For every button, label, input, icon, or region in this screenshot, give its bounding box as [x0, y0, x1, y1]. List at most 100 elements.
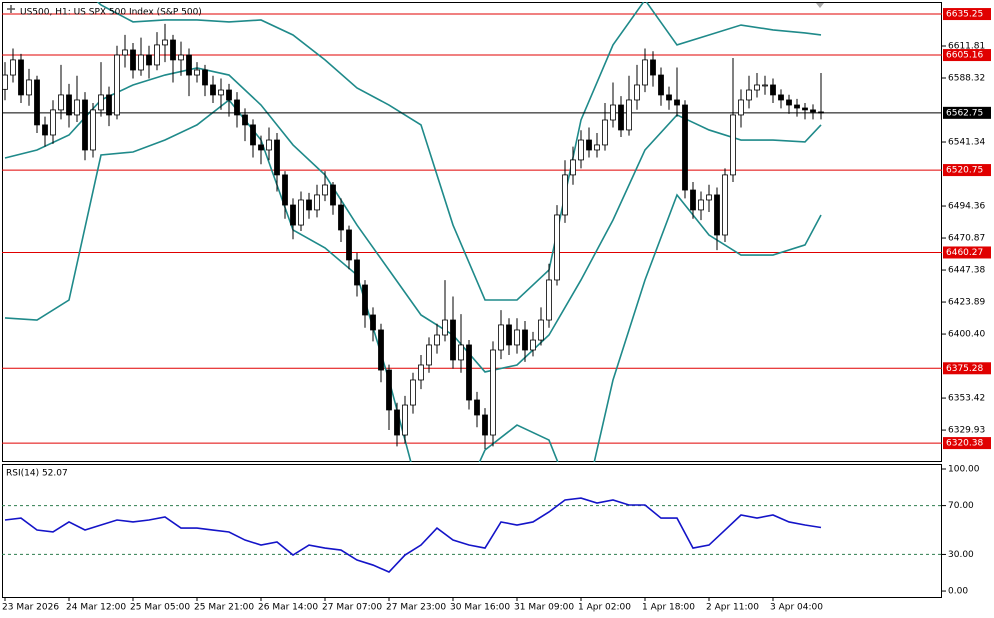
candle-body: [770, 84, 776, 96]
candle-body: [362, 284, 368, 316]
candle-body: [386, 369, 392, 411]
candle-body: [778, 94, 784, 101]
candle-body: [98, 94, 104, 111]
main-panel: [2, 2, 942, 462]
candle-body: [634, 84, 640, 101]
candle-body: [626, 99, 632, 131]
y-tick-label: 6588.32: [948, 74, 985, 84]
x-tick-label: 27 Mar 23:00: [386, 603, 446, 613]
candle-body: [250, 124, 256, 146]
overlay: 6611.81 6588.32 6541.34 6494.36 6470.87 6447.…: [2, 8, 991, 613]
candle-body: [466, 344, 472, 401]
candle-body: [762, 84, 768, 87]
candle-body: [578, 139, 584, 161]
y-tick-label: 6541.34: [948, 138, 985, 148]
x-tick-label: 25 Mar 21:00: [194, 603, 254, 613]
candle-body: [554, 214, 560, 281]
candle-body: [34, 79, 40, 126]
current-price-box: [943, 106, 991, 119]
candle-body: [90, 109, 96, 151]
level-label: 6635.25: [946, 10, 983, 20]
rsi-plot: [2, 497, 942, 573]
candle-body: [66, 94, 72, 116]
candle-body: [186, 54, 192, 76]
candle-body: [490, 349, 496, 436]
bollinger-lower: [4, 98, 822, 462]
candle-body: [506, 324, 512, 346]
candle-body: [698, 199, 704, 211]
candle-body: [178, 54, 184, 61]
candle-body: [2, 74, 8, 90]
candle-body: [754, 84, 760, 91]
x-tick-label: 27 Mar 07:00: [322, 603, 382, 613]
candle-body: [746, 89, 752, 101]
candle-body: [170, 39, 176, 61]
symbol-icon: [7, 5, 15, 13]
rsi-tick-label: 0.00: [948, 587, 968, 597]
candle-body: [58, 94, 64, 111]
candle-body: [378, 329, 384, 371]
candle-body: [154, 44, 160, 66]
y-tick-label: 6611.81: [948, 41, 985, 51]
candle-body: [818, 111, 824, 114]
candle-body: [306, 199, 312, 211]
candle-body: [106, 94, 112, 116]
candle-body: [618, 104, 624, 131]
candle-body: [258, 144, 264, 151]
y-tick-label: 6423.89: [948, 298, 985, 308]
candle-body: [26, 79, 32, 96]
rsi-line: [4, 497, 822, 573]
candle-body: [586, 139, 592, 151]
rsi-panel: [2, 464, 942, 598]
candle-body: [370, 314, 376, 331]
candle-body: [114, 54, 120, 116]
level-label-box: [943, 8, 991, 21]
candle-body: [42, 124, 48, 136]
candle-body: [722, 174, 728, 236]
rsi-tick-label: 30.00: [948, 550, 974, 560]
level-label-box: [943, 246, 991, 259]
rsi-tick-label: 100.00: [948, 465, 980, 475]
candle-body: [354, 259, 360, 286]
candle-body: [130, 49, 136, 71]
candle-body: [794, 104, 800, 109]
rsi-tick-label: 70.00: [948, 501, 974, 511]
candle-body: [442, 319, 448, 336]
candle-body: [730, 114, 736, 176]
candle-body: [810, 109, 816, 113]
candle-body: [402, 404, 408, 436]
candle-body: [82, 99, 88, 151]
candle-body: [706, 194, 712, 201]
candle-body: [690, 189, 696, 211]
x-tick-label: 23 Mar 2026: [2, 603, 59, 613]
candle-body: [474, 399, 480, 416]
candle-body: [194, 69, 200, 76]
current-price-label: 6562.75: [946, 108, 983, 118]
candle-body: [522, 329, 528, 351]
candle-body: [602, 119, 608, 146]
level-label-box: [943, 437, 991, 450]
candle-body: [330, 184, 336, 206]
candle-body: [226, 89, 232, 101]
candle-body: [450, 319, 456, 361]
candle-body: [458, 344, 464, 361]
bollinger-middle: [4, 67, 822, 373]
candle-body: [610, 104, 616, 121]
y-tick-label: 6400.40: [948, 330, 985, 340]
candle-body: [434, 334, 440, 346]
candle-body: [18, 59, 24, 96]
level-label: 6520.75: [946, 166, 983, 176]
x-tick-label: 26 Mar 14:00: [258, 603, 318, 613]
candle-body: [290, 204, 296, 226]
candle-body: [298, 199, 304, 226]
scroll-marker: [816, 3, 824, 8]
level-label-box: [943, 362, 991, 375]
candle-body: [482, 414, 488, 436]
candle-body: [786, 99, 792, 106]
candle-body: [410, 379, 416, 406]
candle-body: [498, 324, 504, 351]
x-tick-label: 2 Apr 11:00: [706, 603, 759, 613]
candle-body: [50, 109, 56, 136]
